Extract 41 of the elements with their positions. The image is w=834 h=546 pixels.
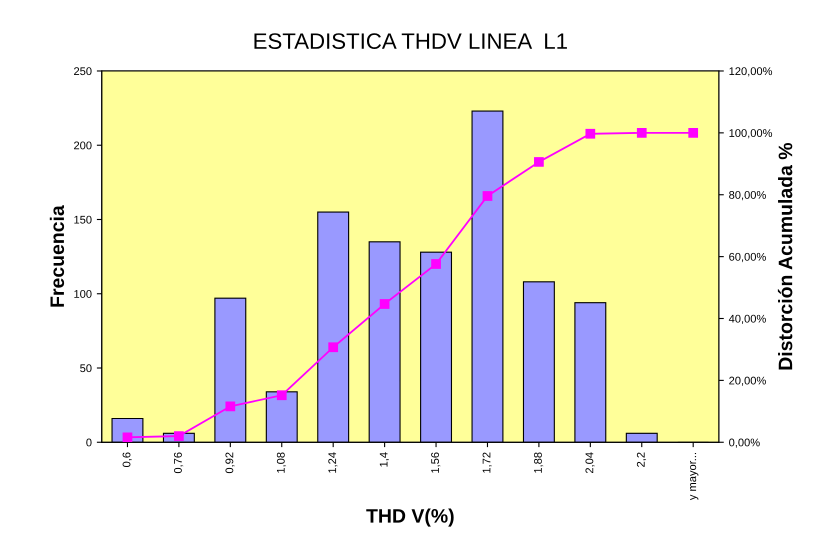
x-tick-label: 2,2 (636, 452, 646, 467)
chart-title: ESTADISTICA THDV LINEA L1 (254, 33, 567, 49)
x-tick-label: 1,72 (482, 452, 492, 473)
y2-tick-label: 20,00% (729, 376, 766, 386)
x-axis-title: THD V(%) (366, 508, 454, 527)
y2-axis-title: Distorción Acumulada % (778, 142, 792, 370)
y2-tick-label: 0,00% (729, 438, 760, 448)
point (225, 402, 236, 412)
y2-tick-label: 100,00% (729, 129, 772, 138)
y-tick-label: 250 (74, 67, 92, 76)
x-tick-label: 1,4 (380, 452, 389, 467)
y2-tick-label: 40,00% (728, 314, 766, 324)
y-tick-label: 150 (74, 216, 92, 224)
y-tick-label: 0 (86, 438, 92, 446)
y2-tick-label: 120,00% (729, 67, 772, 76)
point (534, 157, 544, 167)
x-tick-label: y mayor... (690, 452, 698, 500)
x-tick-label: 0,6 (122, 452, 132, 467)
point (636, 128, 647, 138)
x-tick-label: 0,92 (225, 452, 235, 474)
y2-tick-label: 80,00% (729, 191, 766, 200)
y2-tick-label: 60,00% (729, 252, 766, 262)
point (482, 191, 492, 201)
x-tick-label: 1,08 (276, 452, 286, 473)
point (585, 128, 596, 139)
point (688, 128, 698, 138)
point (328, 342, 338, 352)
point (431, 259, 441, 269)
point (380, 299, 390, 309)
y-tick-label: 100 (74, 290, 92, 298)
x-tick-label: 1,88 (534, 452, 544, 473)
y-axis-title: Frecuencia (50, 205, 64, 307)
y-tick-label: 200 (74, 142, 92, 150)
x-tick-label: 1,24 (328, 452, 338, 473)
x-tick-label: 2,04 (585, 452, 595, 474)
y-tick-label: 50 (80, 364, 92, 372)
x-tick-label: 0,76 (174, 452, 184, 474)
x-tick-label: 1,56 (431, 452, 440, 473)
point (276, 390, 287, 400)
point (122, 432, 132, 442)
point (174, 431, 184, 441)
